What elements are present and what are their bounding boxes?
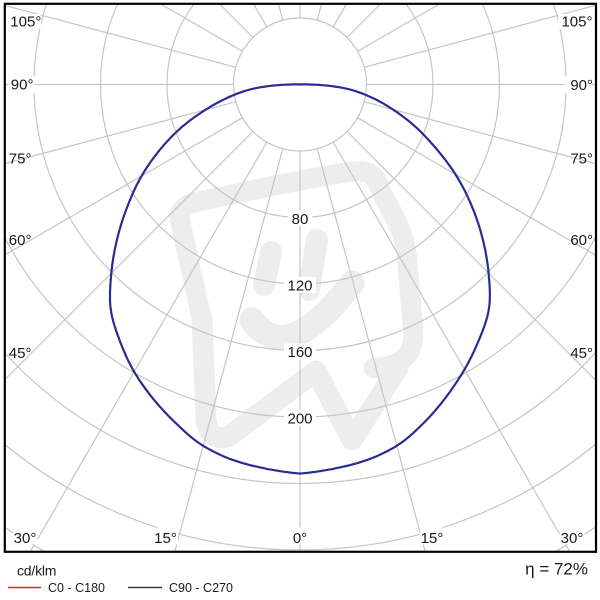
svg-text:105°: 105°: [561, 14, 592, 31]
svg-text:120: 120: [287, 278, 312, 295]
svg-text:200: 200: [287, 411, 312, 428]
svg-text:30°: 30°: [14, 530, 37, 547]
svg-text:60°: 60°: [9, 232, 32, 249]
svg-text:cd/klm: cd/klm: [17, 563, 56, 579]
svg-text:0°: 0°: [293, 530, 307, 547]
svg-text:80: 80: [292, 211, 309, 228]
svg-text:90°: 90°: [11, 77, 34, 94]
svg-text:30°: 30°: [561, 530, 584, 547]
svg-text:75°: 75°: [570, 151, 593, 168]
svg-text:15°: 15°: [154, 530, 177, 547]
svg-text:C0 - C180: C0 - C180: [48, 581, 105, 595]
svg-text:105°: 105°: [10, 14, 41, 31]
svg-text:η = 72%: η = 72%: [525, 560, 588, 579]
svg-text:45°: 45°: [570, 345, 593, 362]
svg-text:15°: 15°: [421, 530, 444, 547]
svg-text:90°: 90°: [570, 77, 593, 94]
svg-text:160: 160: [287, 344, 312, 361]
svg-text:75°: 75°: [9, 151, 32, 168]
svg-text:45°: 45°: [9, 345, 32, 362]
svg-text:60°: 60°: [570, 232, 593, 249]
svg-text:C90 - C270: C90 - C270: [169, 581, 233, 595]
